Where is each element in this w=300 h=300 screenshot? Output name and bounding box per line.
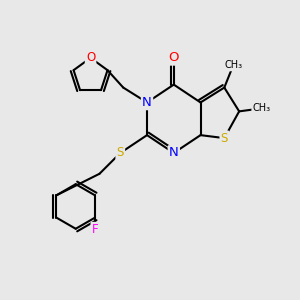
Text: N: N [169, 146, 179, 160]
Text: F: F [92, 223, 98, 236]
Text: S: S [220, 132, 228, 145]
Text: CH₃: CH₃ [252, 103, 271, 113]
Text: O: O [86, 51, 95, 64]
Text: O: O [169, 51, 179, 64]
Text: CH₃: CH₃ [224, 60, 242, 70]
Text: N: N [142, 96, 152, 109]
Text: S: S [117, 146, 124, 160]
